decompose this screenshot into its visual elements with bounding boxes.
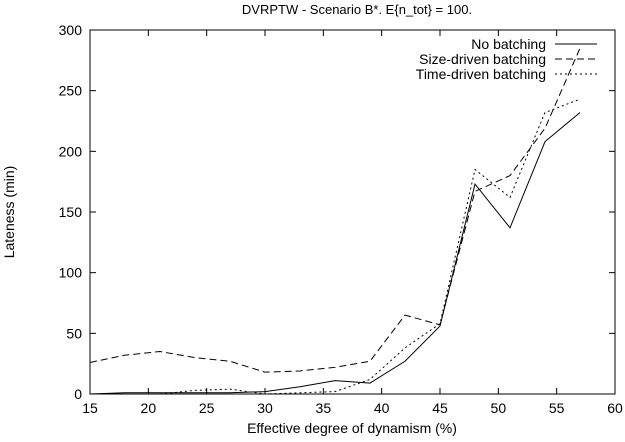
plot-frame [89,29,616,395]
legend-label: Size-driven batching [419,51,546,67]
legend-label: Time-driven batching [416,66,546,82]
legend-label: No batching [471,36,546,52]
x-tick-label: 50 [491,400,507,416]
series-line-no-batching [89,112,581,395]
y-tick-label: 300 [59,22,83,38]
series-line-time-driven-batching [90,98,581,395]
x-tick-label: 35 [316,400,332,416]
series-line-size-driven-batching [89,47,581,373]
y-tick-label: 100 [59,265,83,281]
x-tick-label: 30 [257,400,273,416]
y-axis-title: Lateness (min) [1,166,17,259]
y-tick-label: 200 [59,143,83,159]
x-tick-label: 55 [549,400,565,416]
y-axis-ticks: 0 50 100 150 200 250 300 [59,22,615,402]
x-axis-title: Effective degree of dynamism (%) [247,420,457,436]
x-tick-label: 45 [432,400,448,416]
x-tick-label: 15 [82,400,98,416]
series-layer [89,47,581,395]
x-tick-label: 25 [199,400,215,416]
x-axis-ticks: 15 20 25 30 35 40 45 50 55 60 [82,30,623,416]
y-tick-label: 0 [74,386,82,402]
y-tick-label: 150 [59,204,83,220]
y-tick-label: 50 [66,325,82,341]
x-tick-label: 20 [141,400,157,416]
x-tick-label: 60 [607,400,623,416]
x-tick-label: 40 [374,400,390,416]
y-tick-label: 250 [59,83,83,99]
chart-title: DVRPTW - Scenario B*. E{n_tot} = 100. [242,2,472,17]
plot-area: 0 50 100 150 200 250 300 15 20 25 30 35 40 45 50 55 60 [59,22,623,416]
